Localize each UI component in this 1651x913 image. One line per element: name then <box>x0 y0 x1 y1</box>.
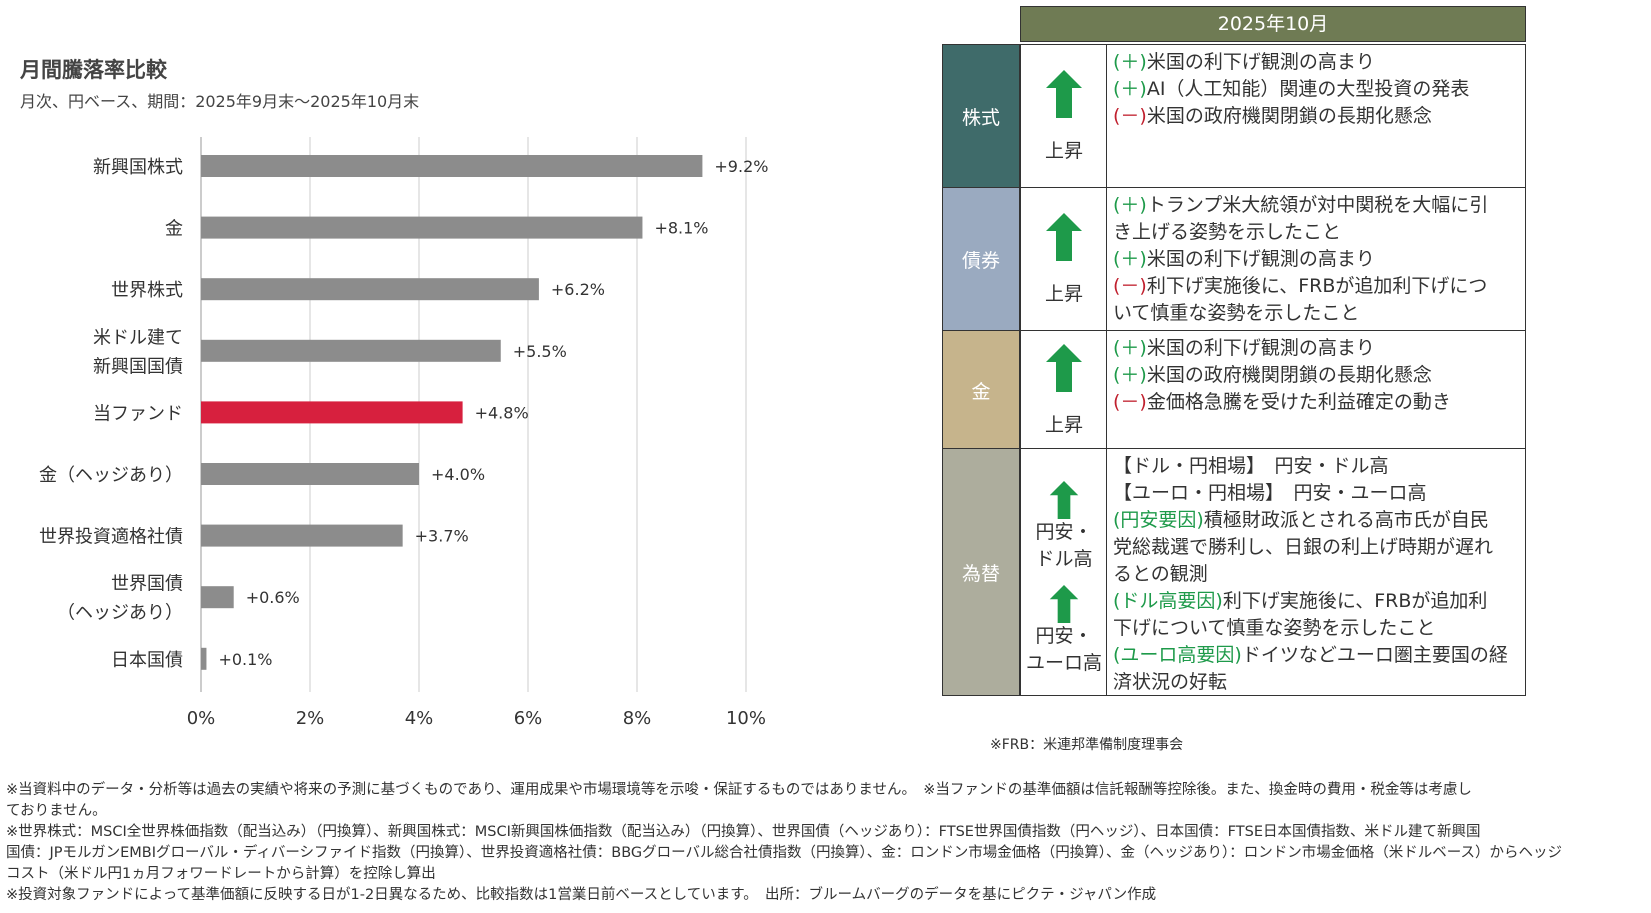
direction-label: 円安・ <box>1035 521 1093 543</box>
description-line: 下げについて慎重な姿勢を示したこと <box>1113 617 1436 639</box>
up-arrow-icon <box>1049 481 1079 519</box>
bar <box>201 278 539 301</box>
up-arrow-icon <box>1049 585 1079 623</box>
description-line: 済状況の好転 <box>1113 671 1228 693</box>
description: (＋)米国の利下げ観測の高まり (＋)AI（人工知能）関連の大型投資の発表 (－)米… <box>1106 44 1526 189</box>
bar <box>201 155 703 177</box>
market-summary-table: 2025年10月 株式上昇 (＋)米国の利下げ観測の高まり (＋)AI（人工知能）関連… <box>942 6 1604 728</box>
bar <box>201 339 501 362</box>
description-line: (円安要因)積極財政派とされる高市氏が自民 <box>1113 509 1489 531</box>
description-line: (＋)米国の政府機関閉鎖の長期化懸念 <box>1113 364 1432 386</box>
direction-label: ドル高 <box>1035 548 1093 570</box>
description-line: 【ユーロ・円相場】 円安・ユーロ高 <box>1113 482 1427 504</box>
up-arrow-icon <box>1046 213 1082 261</box>
category-label: 世界国債 <box>111 574 183 595</box>
description-line: (－)金価格急騰を受けた利益確定の動き <box>1113 391 1451 413</box>
chart-subtitle: 月次、円ベース、期間：2025年9月末～2025年10月末 <box>20 92 420 111</box>
direction-label: 円安・ <box>1035 625 1093 647</box>
value-label: +9.2% <box>714 157 768 176</box>
asset-name: 債券 <box>942 187 1020 332</box>
x-tick-label: 8% <box>623 708 652 729</box>
description-line: いて慎重な姿勢を示したこと <box>1113 302 1360 324</box>
x-tick-label: 4% <box>405 708 434 729</box>
description-line: (＋)米国の利下げ観測の高まり <box>1113 337 1375 359</box>
value-label: +0.6% <box>246 588 300 607</box>
footnote-line: 国債：JPモルガンEMBIグローバル・ディバーシファイド指数（円換算）、世界投資… <box>6 845 1563 861</box>
category-label: 新興国国債 <box>93 356 183 377</box>
description-line: (ドル高要因)利下げ実施後に、FRBが追加利 <box>1113 590 1488 612</box>
bar <box>201 647 207 670</box>
footnote-line: ※当資料中のデータ・分析等は過去の実績や将来の予測に基づくものであり、運用成果や… <box>6 782 1472 798</box>
x-tick-label: 2% <box>296 708 325 729</box>
description-line: (＋)米国の利下げ観測の高まり <box>1113 51 1375 73</box>
description-line: (＋)米国の利下げ観測の高まり <box>1113 248 1375 270</box>
x-tick-label: 10% <box>726 708 766 729</box>
description-line: (－)米国の政府機関閉鎖の長期化懸念 <box>1113 105 1432 127</box>
category-label: 新興国株式 <box>93 157 183 178</box>
asset-name: 株式 <box>942 44 1020 189</box>
value-label: +4.0% <box>431 465 485 484</box>
category-label: 当ファンド <box>93 403 183 424</box>
category-label: 世界株式 <box>111 280 183 301</box>
asset-name: 金 <box>942 330 1020 450</box>
bar-chart: 0% 2% 4% 6% 8% 10% +9.2% 新興国株式 +8.1% 金 +6.2% 世界株式 +5… <box>39 137 768 729</box>
x-tick-label: 0% <box>187 708 216 729</box>
x-tick-label: 6% <box>514 708 543 729</box>
value-label: +3.7% <box>415 527 469 546</box>
direction-label: 上昇 <box>1044 413 1083 436</box>
value-label: +0.1% <box>218 650 272 669</box>
bar <box>201 463 419 485</box>
table-header: 2025年10月 <box>1020 6 1526 42</box>
description-line: (＋)トランプ米大統領が対中関税を大幅に引 <box>1113 194 1489 216</box>
description-line: き上げる姿勢を示したこと <box>1113 221 1342 243</box>
bar <box>201 216 643 239</box>
category-label: 金（ヘッジあり） <box>39 465 183 486</box>
direction-label: 上昇 <box>1044 140 1083 162</box>
category-label: 日本国債 <box>111 650 183 671</box>
category-label: （ヘッジあり） <box>57 603 183 624</box>
category-label: 米ドル建て <box>93 327 183 348</box>
chart-title: 月間騰落率比較 <box>20 58 167 82</box>
description: 【ドル・円相場】 円安・ドル高【ユーロ・円相場】 円安・ユーロ高 (円安要因)積極… <box>1106 448 1526 696</box>
asset-name: 為替 <box>942 448 1020 696</box>
description-line: (＋)AI（人工知能）関連の大型投資の発表 <box>1113 78 1470 100</box>
bar <box>201 586 234 609</box>
up-arrow-icon <box>1046 343 1082 392</box>
description-line: るとの観測 <box>1113 563 1208 585</box>
description: (＋)米国の利下げ観測の高まり (＋)米国の政府機関閉鎖の長期化懸念 (－)金価格急… <box>1106 330 1526 450</box>
footnotes: ※当資料中のデータ・分析等は過去の実績や将来の予測に基づくものであり、運用成果や… <box>6 780 1646 906</box>
value-label: +4.8% <box>475 403 529 422</box>
bar <box>201 401 463 424</box>
direction-label: ユーロ高 <box>1025 652 1102 674</box>
footnote-line: ておりません。 <box>6 803 107 819</box>
description-line: (ユーロ高要因)ドイツなどユーロ圏主要国の経 <box>1113 644 1508 666</box>
direction: 上昇 <box>1020 44 1108 189</box>
category-label: 金 <box>165 219 183 240</box>
footnote-line: コスト（米ドル円1ヵ月フォワードレートから計算）を控除し算出 <box>6 866 436 882</box>
direction: 円安・ ドル高 円安・ ユーロ高 <box>1020 448 1108 696</box>
description-line: 【ドル・円相場】 円安・ドル高 <box>1113 455 1389 477</box>
footnote-line: ※投資対象ファンドによって基準価額に反映する日が1-2日異なるため、比較指数は1… <box>6 887 1157 903</box>
value-label: +6.2% <box>551 280 605 299</box>
footnote-line: ※世界株式：MSCI全世界株価指数（配当込み）（円換算）、新興国株式：MSCI新… <box>6 824 1481 840</box>
value-label: +5.5% <box>513 342 567 361</box>
direction-label: 上昇 <box>1044 283 1083 305</box>
bar <box>201 524 403 547</box>
value-label: +8.1% <box>654 219 708 238</box>
up-arrow-icon <box>1046 70 1082 118</box>
frb-note: ※FRB：米連邦準備制度理事会 <box>990 737 1184 753</box>
description-line: (－)利下げ実施後に、FRBが追加利下げにつ <box>1113 275 1488 297</box>
direction: 上昇 <box>1020 187 1108 332</box>
description: (＋)トランプ米大統領が対中関税を大幅に引 き上げる姿勢を示したこと (＋)米国の利… <box>1106 187 1526 332</box>
category-label: 世界投資適格社債 <box>39 527 183 548</box>
direction: 上昇 <box>1020 330 1108 450</box>
description-line: 党総裁選で勝利し、日銀の利上げ時期が遅れ <box>1113 536 1494 558</box>
